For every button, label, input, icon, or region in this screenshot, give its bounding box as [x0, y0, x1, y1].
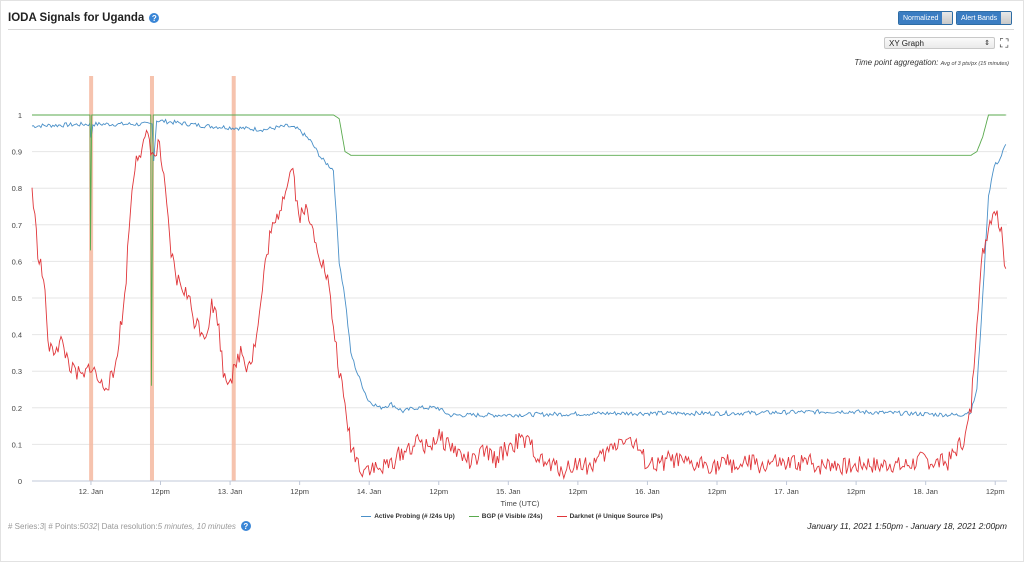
aggregation-info: Time point aggregation: Avg of 3 pts/px …	[854, 58, 1009, 67]
legend-label: Active Probing (# /24s Up)	[374, 513, 455, 520]
chart-stats: # Series: 3 | # Points: 5032 | Data reso…	[8, 521, 251, 531]
y-tick-label: 0.1	[12, 440, 22, 449]
select-arrows-icon: ⇕	[984, 40, 990, 47]
x-tick-label: 16. Jan	[635, 487, 660, 496]
aggregation-detail: Avg of 3 pts/px (15 minutes)	[940, 61, 1009, 67]
x-tick-label: 12pm	[986, 487, 1005, 496]
normalized-toggle[interactable]: Normalized	[898, 11, 954, 25]
expand-icon[interactable]: ⛶	[1000, 36, 1009, 50]
x-axis-title: Time (UTC)	[501, 499, 540, 508]
grid-lines	[32, 114, 1007, 445]
y-tick-label: 0.8	[12, 184, 22, 193]
x-tick-label: 14. Jan	[357, 487, 382, 496]
series-label: # Series:	[8, 521, 40, 531]
header-divider	[8, 29, 1014, 30]
y-tick-label: 0.2	[12, 404, 22, 413]
x-axis: 12. Jan 12pm 13. Jan 12pm 14. Jan 12pm 15. Jan…	[79, 481, 1005, 496]
points-label: | # Points:	[44, 521, 80, 531]
aggregation-label: Time point aggregation:	[854, 58, 939, 67]
legend-swatch	[556, 515, 567, 518]
x-tick-label: 18. Jan	[913, 487, 938, 496]
series-line-active-probing[interactable]	[31, 118, 1007, 418]
legend-item-active-probing[interactable]: Active Probing (# /24s Up)	[361, 513, 455, 520]
x-tick-label: 13. Jan	[218, 487, 243, 496]
alert-bands-toggle[interactable]: Alert Bands	[956, 11, 1013, 25]
y-axis: 0 0.1 0.2 0.3 0.4 0.5 0.6 0.7 0.8 0.9 1	[12, 111, 22, 486]
view-select-value: XY Graph	[889, 38, 924, 48]
y-tick-label: 0.9	[12, 148, 22, 157]
alert-bands	[89, 76, 236, 481]
legend-item-darknet[interactable]: Darknet (# Unique Source IPs)	[556, 513, 663, 520]
x-tick-label: 12pm	[151, 487, 170, 496]
normalized-toggle-label: Normalized	[899, 12, 943, 24]
help-icon[interactable]: ?	[240, 521, 251, 531]
series-line-darknet[interactable]	[31, 129, 1007, 480]
y-tick-label: 0.3	[12, 367, 22, 376]
x-tick-label: 12pm	[429, 487, 448, 496]
x-tick-label: 12pm	[847, 487, 866, 496]
alert-band[interactable]	[89, 76, 94, 481]
points-count: 5032	[79, 521, 98, 531]
y-tick-label: 1	[18, 111, 22, 120]
y-tick-label: 0.7	[12, 221, 22, 230]
series-line-bgp[interactable]	[32, 114, 1006, 386]
legend-label: Darknet (# Unique Source IPs)	[569, 513, 663, 520]
x-tick-label: 12pm	[708, 487, 727, 496]
series-lines	[31, 114, 1007, 480]
alert-band[interactable]	[231, 76, 236, 481]
panel-header: IODA Signals for Uganda ?	[8, 10, 160, 26]
x-tick-label: 17. Jan	[774, 487, 799, 496]
alert-bands-toggle-label: Alert Bands	[957, 12, 1002, 24]
legend-swatch	[468, 515, 479, 518]
help-icon[interactable]: ?	[149, 13, 160, 23]
time-range: January 11, 2021 1:50pm - January 18, 20…	[807, 521, 1007, 531]
resolution-value: 5 minutes, 10 minutes	[157, 521, 236, 531]
y-tick-label: 0.6	[12, 257, 22, 266]
legend-label: BGP (# Visible /24s)	[481, 513, 543, 520]
legend-item-bgp[interactable]: BGP (# Visible /24s)	[468, 513, 543, 520]
view-select[interactable]: XY Graph ⇕	[884, 37, 995, 49]
series-count: 3	[39, 521, 45, 531]
y-tick-label: 0.5	[12, 294, 22, 303]
toggle-knob	[1001, 12, 1012, 24]
legend-swatch	[361, 515, 372, 518]
toggle-knob	[942, 12, 953, 24]
x-tick-label: 15. Jan	[496, 487, 521, 496]
resolution-label: | Data resolution:	[97, 521, 158, 531]
y-tick-label: 0.4	[12, 331, 22, 340]
page-title: IODA Signals for Uganda	[8, 12, 145, 24]
y-tick-label: 0	[18, 477, 22, 486]
chart-legend: Active Probing (# /24s Up) BGP (# Visibl…	[0, 513, 1024, 520]
x-tick-label: 12pm	[290, 487, 309, 496]
x-tick-label: 12. Jan	[79, 487, 104, 496]
x-tick-label: 12pm	[568, 487, 587, 496]
